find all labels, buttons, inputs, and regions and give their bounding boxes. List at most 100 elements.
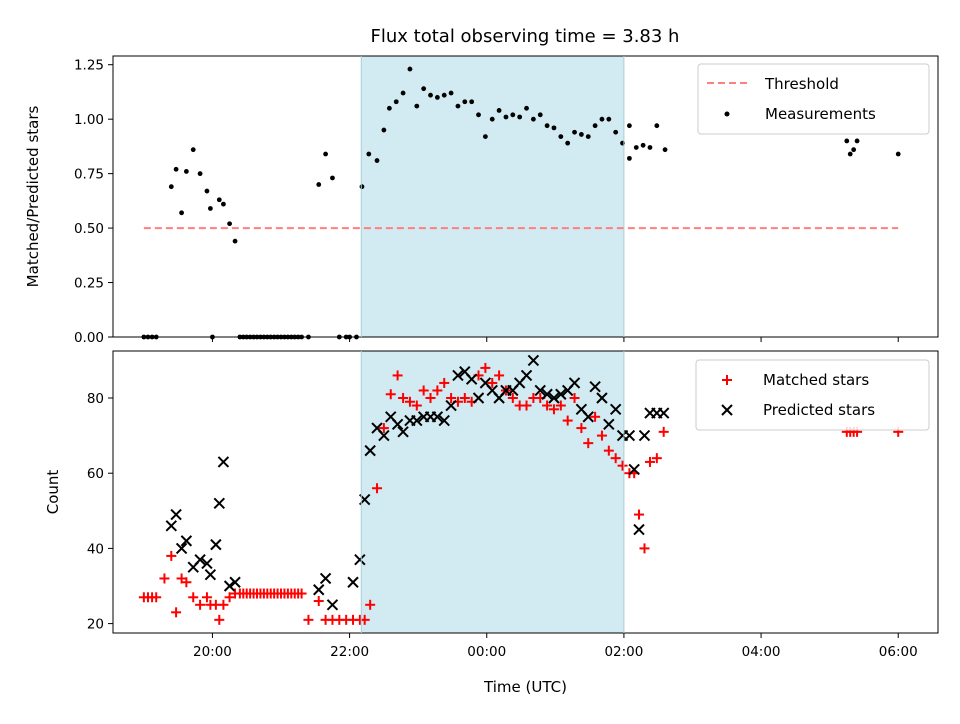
measurement-point (183, 169, 189, 174)
matched-star-point (432, 385, 443, 396)
measurement-point (633, 145, 639, 150)
measurement-point (489, 116, 495, 122)
x-tick-label: 06:00 (879, 644, 918, 660)
predicted-star-point (210, 538, 222, 551)
predicted-star-point (165, 520, 177, 532)
predicted-star-point (204, 569, 217, 581)
matched-star-point (365, 599, 376, 610)
measurement-point (647, 145, 653, 150)
measurement-point (854, 138, 860, 144)
measurement-point (421, 86, 427, 92)
x-axis-label: Time (UTC) (483, 678, 567, 696)
top-y-tick-label: 1.25 (74, 58, 104, 74)
measurement-point (592, 123, 598, 129)
measurement-point (330, 175, 335, 181)
top-y-ticks: 0.00 0.25 0.50 0.75 1.00 1.25 (74, 58, 113, 346)
predicted-stars-series (165, 354, 670, 611)
matched-star-point (214, 614, 225, 625)
measurement-point (578, 132, 584, 137)
x-tick-label: 20:00 (193, 644, 232, 660)
predicted-star-point (548, 392, 560, 404)
measurement-point (517, 114, 523, 120)
measurement-point (530, 116, 536, 122)
predicted-star-point (633, 523, 645, 536)
matched-star-point (590, 411, 601, 422)
x-tick-label: 04:00 (742, 644, 781, 660)
matched-star-point (372, 483, 383, 494)
predicted-star-point (213, 497, 226, 509)
matched-star-point (392, 370, 403, 381)
legend-matched-label: Matched stars (763, 371, 869, 389)
predicted-star-point (175, 542, 188, 555)
bottom-legend: Matched stars Predicted stars (695, 359, 930, 431)
measurement-point (207, 206, 213, 211)
measurement-point (496, 108, 502, 113)
predicted-star-point (431, 411, 444, 423)
matched-star-point (459, 393, 470, 403)
measurement-point (606, 116, 612, 122)
predicted-star-point (452, 369, 464, 382)
matched-star-point (404, 396, 415, 407)
matched-star-point (218, 599, 229, 610)
predicted-star-point (657, 407, 670, 419)
matched-star-point (195, 599, 206, 610)
measurement-point (462, 99, 468, 105)
matched-star-point (313, 596, 324, 607)
predicted-star-point (223, 580, 236, 592)
measurement-point (168, 184, 174, 190)
measurement-point (565, 140, 571, 146)
matched-star-point (521, 400, 532, 411)
predicted-star-point (201, 557, 213, 570)
measurement-point (455, 103, 461, 109)
top-y-tick-label: 1.00 (74, 112, 104, 128)
measurement-point (551, 125, 557, 131)
x-tick-label: 00:00 (467, 644, 506, 660)
measurement-point (537, 112, 543, 118)
predicted-star-point (596, 392, 608, 404)
bottom-y-tick-label: 40 (87, 541, 104, 557)
measurement-point (640, 142, 646, 148)
matched-star-point (651, 453, 662, 464)
matched-star-point (418, 385, 429, 396)
matched-star-point (411, 400, 422, 411)
predicted-star-point (354, 553, 366, 566)
matched-star-point (639, 543, 650, 554)
bottom-axes-frame (112, 350, 939, 634)
matched-star-point (159, 573, 170, 584)
matched-star-point (658, 426, 669, 437)
measurement-point (613, 129, 619, 135)
bottom-y-tick-label: 60 (87, 466, 104, 482)
matched-star-point (151, 592, 162, 603)
predicted-star-point (582, 411, 594, 423)
measurement-point (510, 112, 516, 118)
predicted-star-point (603, 418, 615, 431)
matched-star-point (542, 400, 553, 411)
predicted-star-point (170, 508, 182, 521)
bottom-y-ticks: 20 40 60 80 (87, 391, 113, 633)
chart-title: Flux total observing time = 3.83 h (371, 26, 680, 47)
matched-star-point (633, 509, 644, 520)
predicted-star-point (319, 572, 332, 585)
measurement-point (221, 201, 226, 207)
bottom-y-axis-label: Count (44, 470, 62, 515)
measurement-point (316, 182, 322, 187)
matched-star-point (171, 607, 182, 618)
predicted-star-point (445, 399, 457, 412)
matched-star-point (480, 362, 491, 373)
predicted-star-point (638, 429, 651, 442)
matched-star-point (166, 550, 177, 561)
legend-matched-swatch (722, 375, 732, 385)
measurement-point (599, 116, 605, 122)
measurement-point (386, 105, 392, 111)
top-y-tick-label: 0.25 (74, 276, 104, 292)
matched-star-point (603, 445, 614, 456)
predicted-star-point (534, 384, 546, 397)
matched-star-point (576, 423, 587, 434)
measurement-point (844, 138, 850, 144)
predicted-star-point (609, 403, 622, 415)
predicted-star-point (180, 535, 193, 547)
matched-star-point (507, 393, 518, 403)
measurements-series (141, 66, 901, 340)
measurement-point (482, 134, 488, 139)
